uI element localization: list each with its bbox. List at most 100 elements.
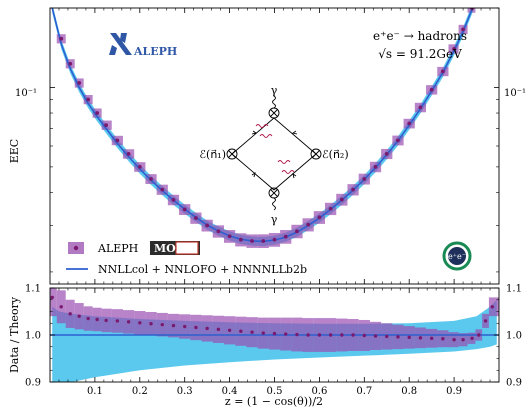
ratio-data-point	[295, 332, 299, 337]
ratio-x-tick-label: 0.8	[401, 386, 417, 397]
diagram-top-gamma-label: γ	[271, 84, 278, 97]
ratio-data-point	[441, 337, 445, 341]
diagram-vertex-right	[310, 148, 322, 160]
data-point	[104, 123, 109, 128]
ratio-data-point	[373, 334, 378, 338]
data-point	[272, 237, 277, 242]
ratio-data-point	[115, 319, 120, 323]
ee-badge-core	[448, 247, 466, 265]
ratio-data-point	[351, 333, 355, 337]
ratio-data-point	[396, 335, 400, 339]
ratio-data-point	[385, 334, 389, 339]
data-point	[407, 121, 412, 126]
ratio-y-tick-label-right: 0.9	[506, 378, 522, 389]
data-point	[396, 138, 400, 143]
ratio-data-point	[95, 317, 99, 322]
legend: ALEPH MOD NNLLcol + NNLOFO + NNNNLLb2b	[66, 241, 307, 276]
diagram-edge-bottom-right	[273, 153, 317, 191]
data-point	[317, 215, 322, 220]
ratio-y-tick-label-right: 1.0	[506, 331, 522, 342]
diagram-vertex-top	[268, 107, 280, 119]
main-panel: EEC 10⁻¹ 10⁻¹ ALEPH e⁺e⁻ → hadrons √s = …	[8, 0, 526, 285]
main-y-tick-label-left: 10⁻¹	[15, 88, 37, 99]
ratio-x-tick-label: 0.4	[222, 386, 238, 397]
data-point	[50, 1, 54, 5]
ratio-x-tick-label: 0.9	[446, 386, 462, 397]
data-error-box	[50, 0, 57, 7]
ratio-x-tick-label: 0.3	[177, 386, 193, 397]
ratio-y-axis-label: Data / Theory	[8, 296, 21, 373]
main-axes	[50, 7, 499, 284]
ratio-x-tick-label: 0.2	[132, 386, 148, 397]
diagram-edge-bottom-left	[231, 153, 275, 191]
data-point	[115, 138, 120, 143]
data-point	[86, 97, 91, 102]
diagram-left-label: ℰ(n⃗₁)	[199, 148, 226, 161]
ratio-data-point	[328, 333, 333, 337]
ratio-data-point	[227, 328, 232, 332]
ratio-data-point	[452, 338, 456, 342]
ratio-data-point	[362, 333, 366, 338]
main-y-tick-label-right: 10⁻¹	[504, 88, 526, 99]
ratio-data-point	[160, 322, 164, 327]
ratio-data-point	[86, 316, 90, 321]
data-point	[149, 177, 153, 181]
diagram-gluon-lines	[255, 124, 295, 174]
data-point	[160, 187, 165, 192]
process-annotation: e⁺e⁻ → hadrons	[373, 29, 467, 43]
ratio-data-point	[306, 333, 310, 337]
data-point	[137, 164, 142, 169]
ratio-data-point	[429, 336, 434, 340]
data-point	[182, 207, 187, 212]
data-point	[373, 164, 378, 169]
ratio-y-tick-label: 0.9	[25, 378, 41, 389]
ratio-data-point	[171, 323, 176, 328]
data-point	[126, 152, 131, 156]
ratio-plot-area	[50, 288, 499, 382]
data-point	[328, 206, 333, 211]
ratio-data-point	[261, 331, 265, 335]
diagram-right-label: ℰ(n⃗₂)	[322, 148, 349, 161]
ratio-panel: 0.1 0.2 0.3 0.4 0.5 0.6 0.7 0.8 0.9 0.9 0.9 1.0 1.0 1…	[8, 284, 522, 409]
ratio-x-tick-label: 0.6	[311, 386, 327, 397]
aleph-logo-mark	[109, 33, 132, 55]
diagram-bottom-gamma-label: γ	[271, 213, 278, 226]
main-y-axis-label: EEC	[8, 139, 21, 163]
ratio-data-point	[490, 305, 494, 309]
ratio-data-point	[470, 336, 474, 340]
data-point	[295, 229, 299, 234]
data-point	[205, 223, 210, 228]
data-point	[306, 222, 311, 227]
data-point	[77, 81, 82, 85]
data-point	[95, 111, 100, 115]
ratio-data-point	[138, 321, 142, 325]
data-point	[227, 234, 232, 239]
data-point	[384, 152, 389, 156]
ratio-x-tick-label: 0.1	[87, 386, 103, 397]
ratio-data-point	[183, 324, 187, 329]
diagram-edge-top-left	[231, 117, 275, 155]
ratio-data-point	[216, 327, 221, 332]
diagram-arrows	[251, 130, 298, 179]
data-point	[440, 69, 445, 74]
ratio-data-point	[205, 326, 209, 331]
ratio-data-point	[250, 330, 254, 334]
data-point	[362, 177, 367, 181]
ratio-data-error-box	[50, 288, 57, 317]
data-point	[339, 197, 344, 202]
ee-badge: e⁺e⁻	[442, 241, 472, 271]
ratio-y-tick-label-right: 1.1	[506, 284, 522, 295]
ratio-data-point	[77, 314, 81, 318]
ratio-data-point	[483, 319, 488, 323]
ratio-data-point	[407, 335, 411, 340]
data-point	[59, 36, 64, 41]
data-point	[68, 61, 73, 66]
data-point	[194, 216, 198, 220]
ratio-data-point	[477, 333, 481, 337]
ratio-axes: 0.1 0.2 0.3 0.4 0.5 0.6 0.7 0.8 0.9 0.9 0.9 1.0 1.0 1…	[25, 284, 522, 398]
aleph-logo: ALEPH	[109, 33, 177, 58]
ratio-data-point	[126, 320, 131, 324]
legend-mod-badge-text: MOD	[154, 242, 186, 255]
data-point	[250, 239, 254, 243]
ratio-series-group	[50, 288, 499, 382]
